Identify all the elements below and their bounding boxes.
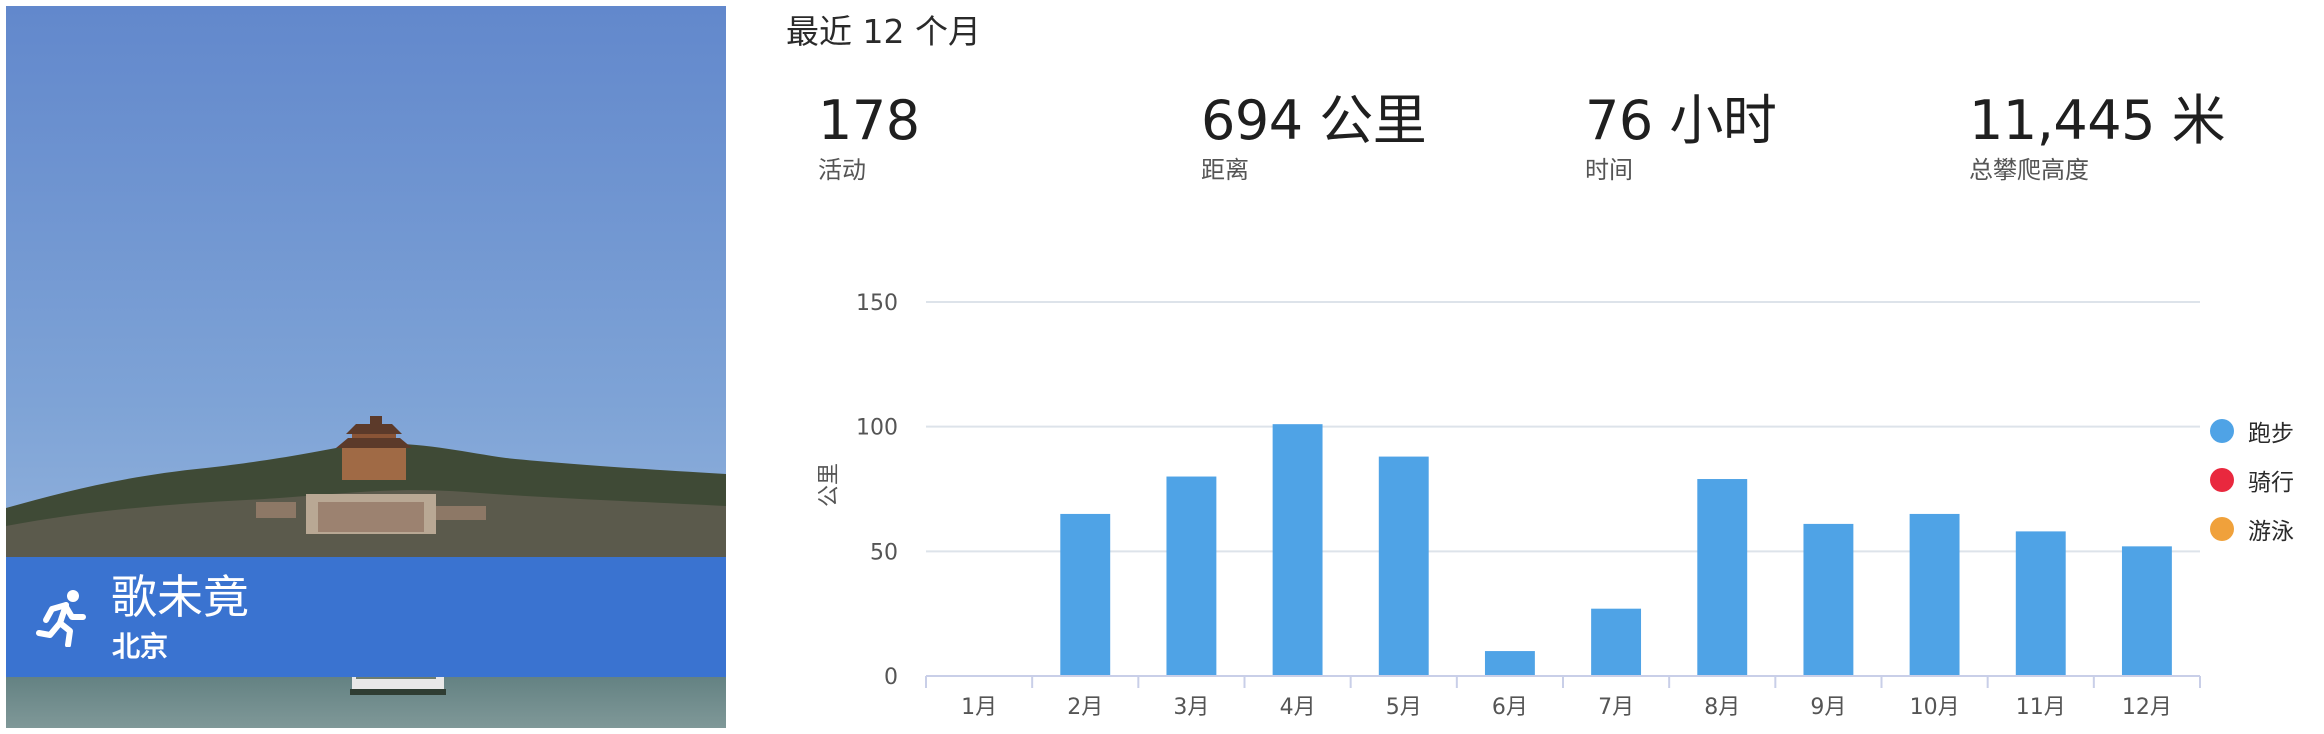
bar-8[interactable] bbox=[1697, 479, 1748, 676]
chart-x-ticks: 1月 2月 3月 4月 5月 6月 7月 8月 9月 10月 11月 12月 bbox=[961, 695, 2172, 720]
stat-value: 178 bbox=[818, 89, 920, 152]
stat-label: 总攀爬高度 bbox=[1969, 156, 2089, 184]
y-axis-label: 公里 bbox=[817, 463, 842, 507]
stat-distance: 694 公里 距离 bbox=[1201, 88, 1427, 186]
bar-9[interactable] bbox=[1803, 523, 1854, 676]
chart-bars bbox=[1060, 424, 2172, 676]
bar-2[interactable] bbox=[1060, 513, 1111, 676]
x-tick-label: 6月 bbox=[1492, 695, 1528, 720]
bar-3[interactable] bbox=[1166, 476, 1217, 676]
legend-label: 游泳 bbox=[2248, 519, 2294, 545]
stat-activities: 178 活动 bbox=[818, 88, 920, 186]
y-tick-label: 0 bbox=[884, 665, 898, 690]
bar-5[interactable] bbox=[1378, 456, 1429, 676]
bar-10[interactable] bbox=[1909, 513, 1960, 676]
x-tick-label: 1月 bbox=[961, 695, 997, 720]
stat-value: 76 小时 bbox=[1585, 89, 1777, 152]
x-tick-label: 10月 bbox=[1910, 695, 1960, 720]
stat-label: 活动 bbox=[818, 156, 866, 184]
stat-label: 距离 bbox=[1201, 156, 1249, 184]
x-tick-label: 3月 bbox=[1173, 695, 1209, 720]
y-tick-label: 100 bbox=[856, 416, 898, 441]
legend-item-cycling[interactable]: 骑行 bbox=[2210, 460, 2294, 500]
stat-value: 694 公里 bbox=[1201, 89, 1427, 152]
x-tick-label: 8月 bbox=[1704, 695, 1740, 720]
athlete-profile-card[interactable]: 歌未竟 北京 bbox=[6, 6, 726, 728]
legend-dot bbox=[2210, 468, 2234, 492]
legend-label: 跑步 bbox=[2248, 421, 2294, 447]
stat-value: 11,445 米 bbox=[1969, 89, 2226, 152]
period-title: 最近 12 个月 bbox=[786, 12, 981, 51]
legend-item-running[interactable]: 跑步 bbox=[2210, 411, 2294, 451]
bar-11[interactable] bbox=[2015, 531, 2066, 676]
chart-x-axis bbox=[925, 675, 2201, 688]
stat-label: 时间 bbox=[1585, 156, 1633, 184]
athlete-name[interactable]: 歌未竟 bbox=[111, 570, 249, 624]
legend-dot bbox=[2210, 419, 2234, 443]
y-tick-label: 50 bbox=[870, 540, 898, 565]
legend-label: 骑行 bbox=[2248, 470, 2294, 496]
x-tick-label: 7月 bbox=[1598, 695, 1634, 720]
x-tick-label: 12月 bbox=[2122, 695, 2172, 720]
stat-elevation: 11,445 米 总攀爬高度 bbox=[1969, 88, 2226, 186]
bar-12[interactable] bbox=[2121, 546, 2172, 676]
stat-time: 76 小时 时间 bbox=[1585, 88, 1777, 186]
x-tick-label: 11月 bbox=[2016, 695, 2066, 720]
athlete-banner[interactable]: 歌未竟 北京 bbox=[6, 557, 726, 677]
x-tick-label: 2月 bbox=[1067, 695, 1103, 720]
athlete-city: 北京 bbox=[112, 630, 169, 663]
y-tick-label: 150 bbox=[856, 291, 898, 316]
legend-item-swimming[interactable]: 游泳 bbox=[2210, 509, 2294, 549]
legend-dot bbox=[2210, 517, 2234, 541]
x-tick-label: 9月 bbox=[1810, 695, 1846, 720]
bar-6[interactable] bbox=[1484, 651, 1535, 676]
bar-4[interactable] bbox=[1272, 424, 1323, 676]
bar-7[interactable] bbox=[1591, 608, 1642, 676]
chart-y-ticks: 0 50 100 150 bbox=[856, 291, 898, 690]
running-person-icon bbox=[36, 590, 86, 647]
x-tick-label: 5月 bbox=[1386, 695, 1422, 720]
chart-gridlines bbox=[926, 301, 2200, 553]
x-tick-label: 4月 bbox=[1280, 695, 1316, 720]
